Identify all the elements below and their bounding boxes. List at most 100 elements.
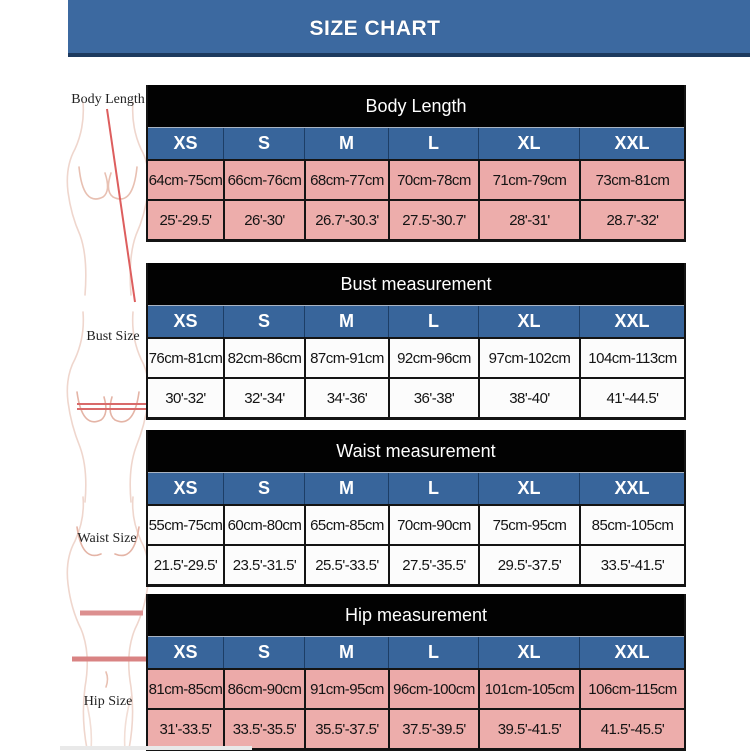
size-col-xxl: XXL — [579, 637, 684, 668]
size-header-row: XS S M L XL XXL — [148, 127, 684, 159]
torso-outline-1 — [66, 101, 150, 296]
size-col-xl: XL — [478, 473, 579, 504]
table-title: Bust measurement — [148, 263, 684, 305]
inch-row: 25'-29.5' 26'-30' 26.7'-30.3' 27.5'-30.7' 28… — [148, 199, 684, 239]
figure-label-hip-size: Hip Size — [83, 694, 133, 709]
inch-value-cell: 30'-32' — [148, 377, 223, 417]
cm-value-cell: 82cm-86cm — [223, 337, 304, 377]
inch-value-cell: 31'-33.5' — [148, 708, 223, 748]
inch-value-cell: 23.5'-31.5' — [223, 544, 304, 584]
cm-value-cell: 91cm-95cm — [304, 668, 388, 708]
bottom-shadow-strip — [60, 746, 252, 750]
table-title: Hip measurement — [148, 594, 684, 636]
table-title: Waist measurement — [148, 430, 684, 472]
cm-value-cell: 76cm-81cm — [148, 337, 223, 377]
inch-value-cell: 36'-38' — [388, 377, 478, 417]
cm-row: 55cm-75cm 60cm-80cm 65cm-85cm 70cm-90cm 75cm… — [148, 504, 684, 544]
size-col-xxl: XXL — [579, 473, 684, 504]
table-body-length: Body Length XS S M L XL XXL 64cm-75cm 66cm-76c… — [146, 85, 686, 242]
size-col-xl: XL — [478, 637, 579, 668]
table-hip-measurement: Hip measurement XS S M L XL XXL 81cm-85cm 86cm… — [146, 594, 686, 751]
cm-value-cell: 68cm-77cm — [304, 159, 388, 199]
inch-value-cell: 25'-29.5' — [148, 199, 223, 239]
inch-value-cell: 27.5'-30.7' — [388, 199, 478, 239]
size-col-l: L — [388, 637, 478, 668]
inch-value-cell: 39.5'-41.5' — [478, 708, 579, 748]
size-header-row: XS S M L XL XXL — [148, 636, 684, 668]
size-col-m: M — [304, 128, 388, 159]
size-col-xs: XS — [173, 642, 198, 662]
size-col-xl: XL — [478, 128, 579, 159]
size-col-xs: XS — [173, 311, 198, 331]
size-col-m: M — [304, 306, 388, 337]
size-col-xs: XS — [173, 133, 198, 153]
size-col-xs: XS — [173, 478, 198, 498]
page-title: SIZE CHART — [309, 16, 441, 40]
inch-row: 31'-33.5' 33.5'-35.5' 35.5'-37.5' 37.5'-39.… — [148, 708, 684, 748]
size-col-l: L — [388, 306, 478, 337]
torso-outline-3 — [66, 496, 150, 750]
cm-value-cell: 65cm-85cm — [304, 504, 388, 544]
inch-value-cell: 28'-31' — [478, 199, 579, 239]
cm-row: 76cm-81cm 82cm-86cm 87cm-91cm 92cm-96cm 97cm… — [148, 337, 684, 377]
cm-value-cell: 75cm-95cm — [478, 504, 579, 544]
inch-value-cell: 26.7'-30.3' — [304, 199, 388, 239]
size-col-l: L — [388, 473, 478, 504]
size-col-l: L — [388, 128, 478, 159]
inch-value-cell: 41'-44.5' — [579, 377, 684, 417]
inch-value-cell: 32'-34' — [223, 377, 304, 417]
inch-value-cell: 37.5'-39.5' — [388, 708, 478, 748]
size-col-s: S — [223, 306, 304, 337]
torso-outline-4 — [84, 696, 132, 750]
inch-value-cell: 33.5'-41.5' — [579, 544, 684, 584]
cm-row: 81cm-85cm 86cm-90cm 91cm-95cm 96cm-100cm 101… — [148, 668, 684, 708]
size-col-s: S — [223, 128, 304, 159]
cm-value-cell: 64cm-75cm — [148, 159, 223, 199]
cm-value-cell: 66cm-76cm — [223, 159, 304, 199]
inch-value-cell: 21.5'-29.5' — [148, 544, 223, 584]
body-length-line — [106, 108, 136, 303]
cm-value-cell: 70cm-78cm — [388, 159, 478, 199]
cm-value-cell: 86cm-90cm — [223, 668, 304, 708]
size-header-row: XS S M L XL XXL — [148, 472, 684, 504]
cm-value-cell: 73cm-81cm — [579, 159, 684, 199]
cm-value-cell: 87cm-91cm — [304, 337, 388, 377]
inch-value-cell: 41.5'-45.5' — [579, 708, 684, 748]
size-header-row: XS S M L XL XXL — [148, 305, 684, 337]
figure-label-bust-size: Bust Size — [86, 329, 140, 344]
cm-value-cell: 101cm-105cm — [478, 668, 579, 708]
size-col-xxl: XXL — [579, 128, 684, 159]
title-banner — [68, 0, 750, 57]
cm-value-cell: 81cm-85cm — [148, 668, 223, 708]
inch-value-cell: 28.7'-32' — [579, 199, 684, 239]
inch-value-cell: 33.5'-35.5' — [223, 708, 304, 748]
table-waist-measurement: Waist measurement XS S M L XL XXL 55cm-75cm 60… — [146, 430, 686, 587]
size-col-xxl: XXL — [579, 306, 684, 337]
inch-value-cell: 29.5'-37.5' — [478, 544, 579, 584]
cm-value-cell: 70cm-90cm — [388, 504, 478, 544]
inch-value-cell: 38'-40' — [478, 377, 579, 417]
cm-value-cell: 71cm-79cm — [478, 159, 579, 199]
size-col-m: M — [304, 473, 388, 504]
inch-row: 30'-32' 32'-34' 34'-36' 36'-38' 38'-40' 41'-4… — [148, 377, 684, 417]
cm-row: 64cm-75cm 66cm-76cm 68cm-77cm 70cm-78cm 71cm… — [148, 159, 684, 199]
cm-value-cell: 104cm-113cm — [579, 337, 684, 377]
size-col-xl: XL — [478, 306, 579, 337]
size-col-s: S — [223, 637, 304, 668]
cm-value-cell: 92cm-96cm — [388, 337, 478, 377]
inch-value-cell: 27.5'-35.5' — [388, 544, 478, 584]
cm-value-cell: 85cm-105cm — [579, 504, 684, 544]
cm-value-cell: 106cm-115cm — [579, 668, 684, 708]
inch-value-cell: 26'-30' — [223, 199, 304, 239]
inch-row: 21.5'-29.5' 23.5'-31.5' 25.5'-33.5' 27.5'-3… — [148, 544, 684, 584]
inch-value-cell: 25.5'-33.5' — [304, 544, 388, 584]
size-col-s: S — [223, 473, 304, 504]
inch-value-cell: 35.5'-37.5' — [304, 708, 388, 748]
cm-value-cell: 97cm-102cm — [478, 337, 579, 377]
cm-value-cell: 96cm-100cm — [388, 668, 478, 708]
inch-value-cell: 34'-36' — [304, 377, 388, 417]
cm-value-cell: 55cm-75cm — [148, 504, 223, 544]
figure-label-waist-size: Waist Size — [77, 531, 137, 546]
figure-label-body-length: Body Length — [71, 92, 145, 107]
cm-value-cell: 60cm-80cm — [223, 504, 304, 544]
